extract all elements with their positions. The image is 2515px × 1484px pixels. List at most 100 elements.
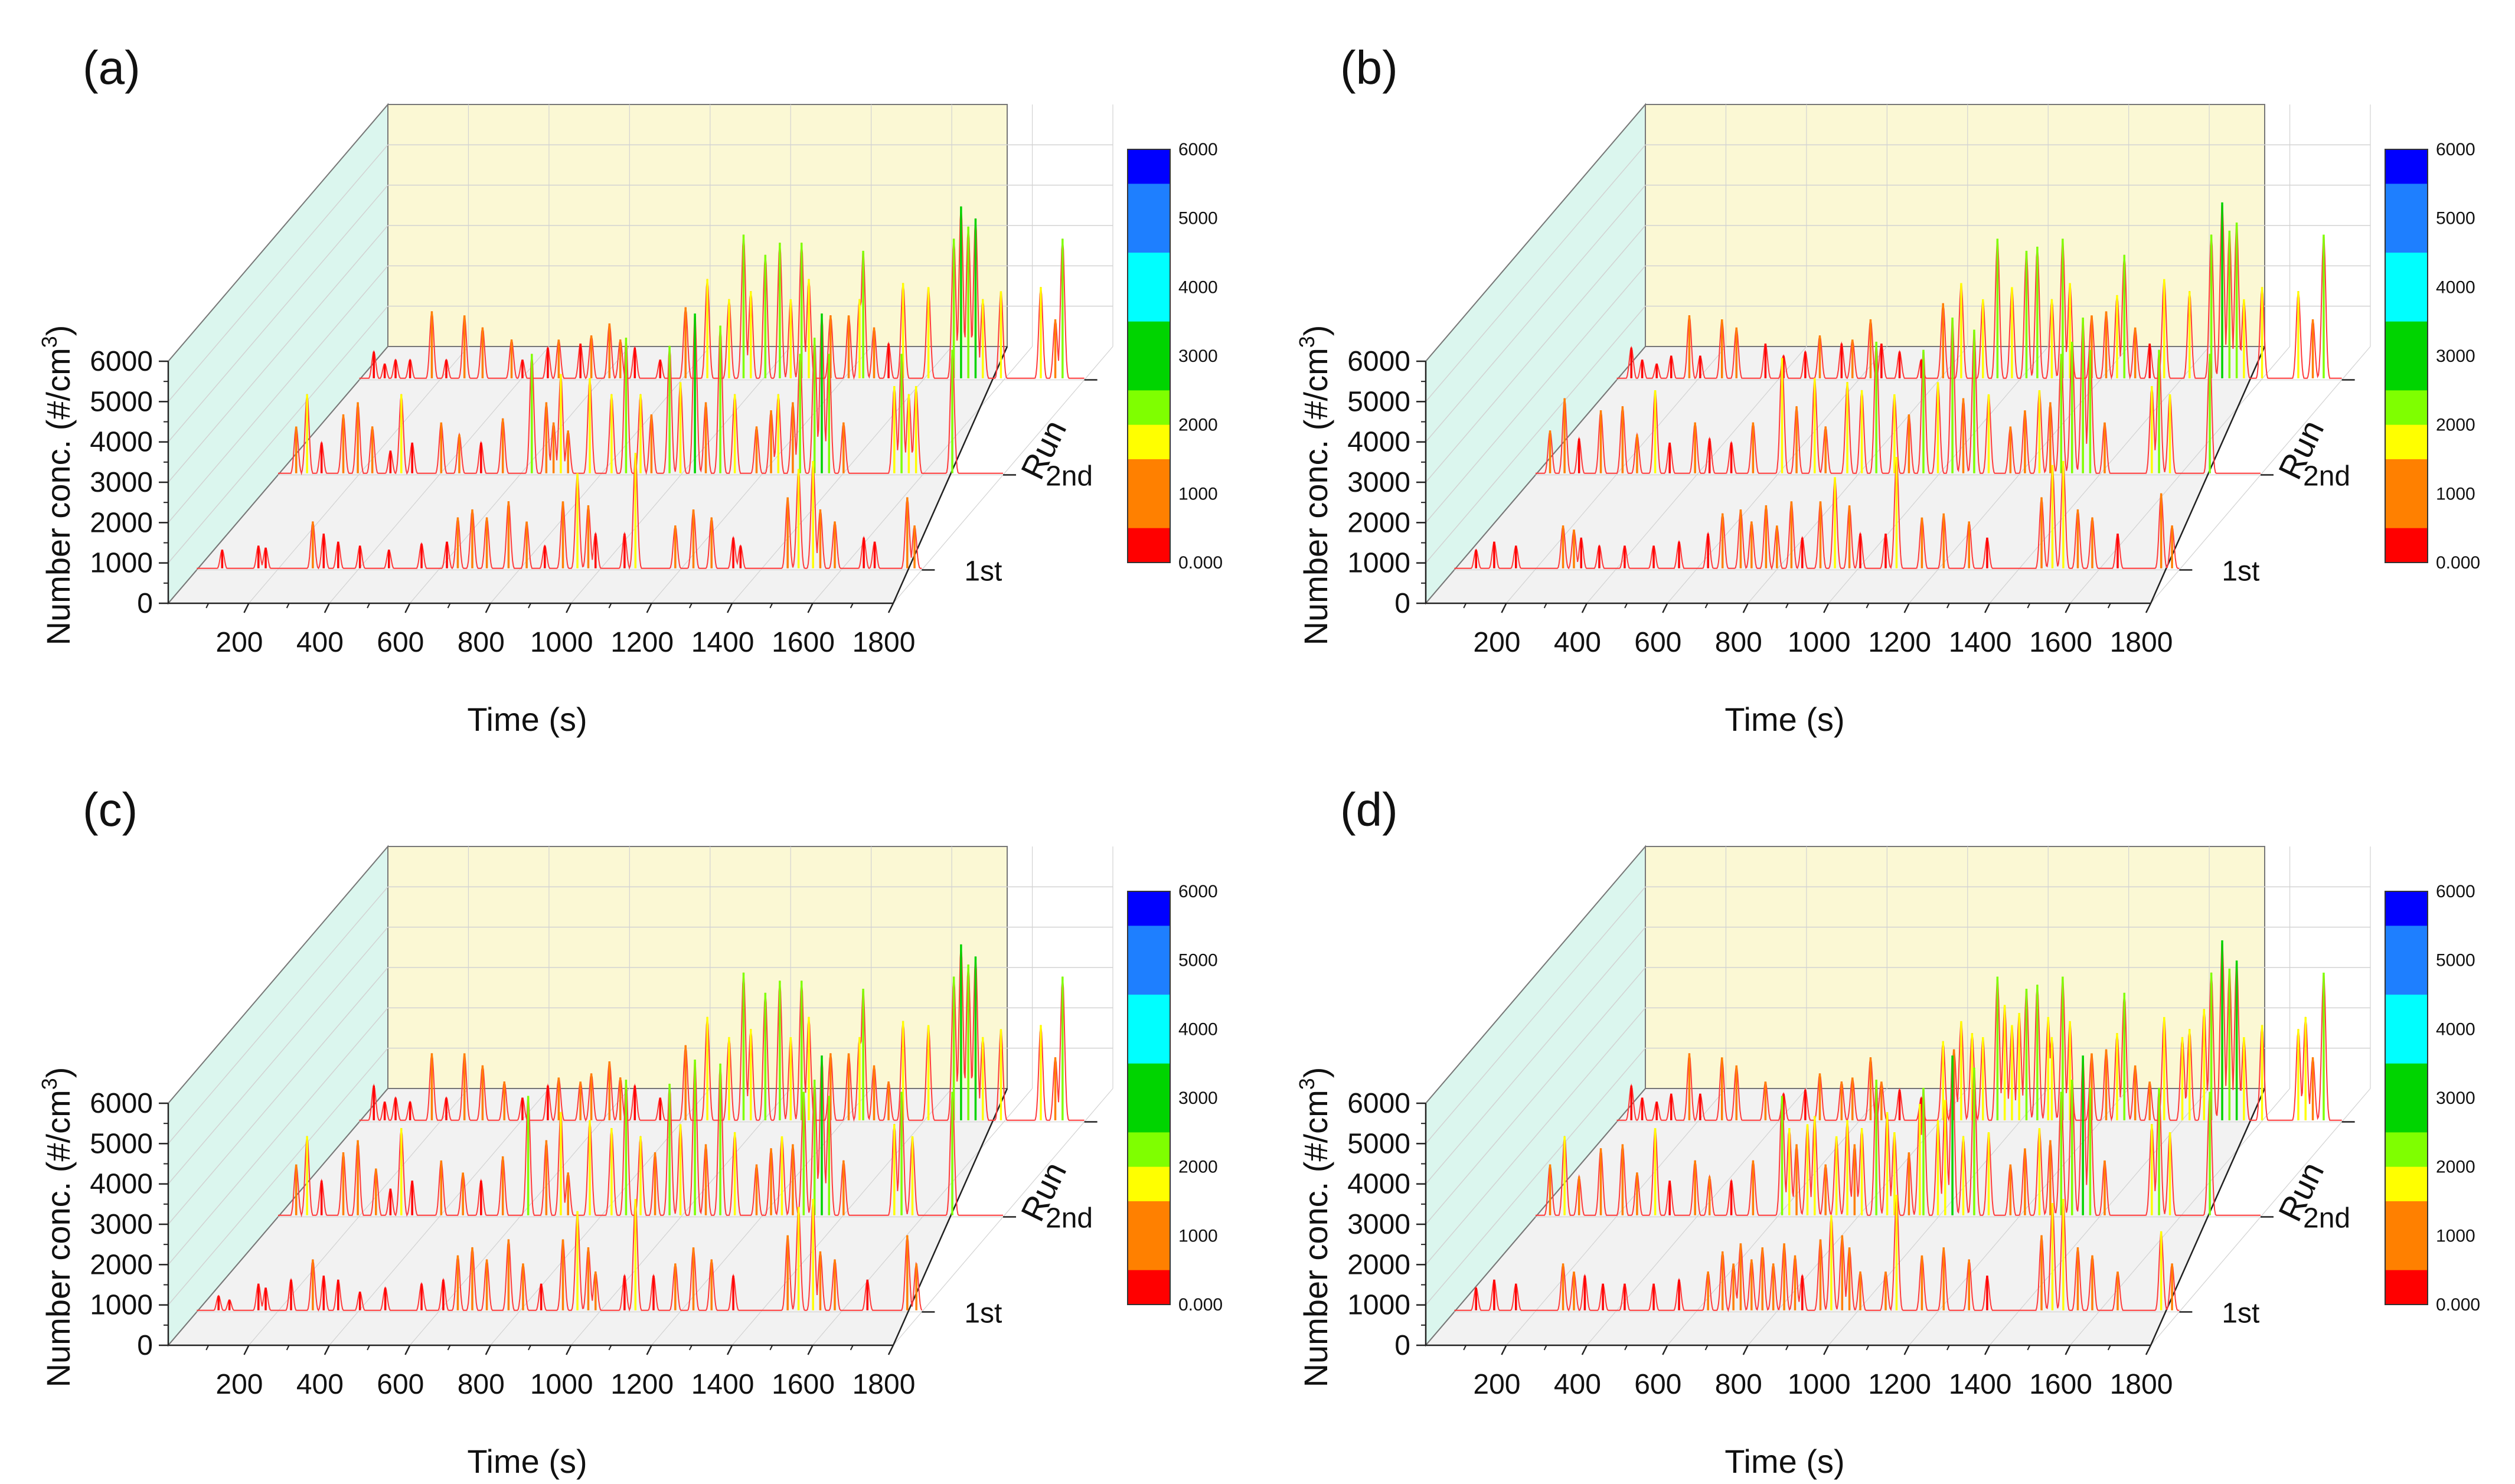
x-tick	[243, 603, 250, 613]
colorbar-swatch	[2385, 459, 2428, 494]
y-tick-label: 1000	[90, 548, 153, 579]
x-minor-tick	[2107, 1345, 2111, 1351]
x-tick	[1742, 1345, 1749, 1355]
x-tick-label: 200	[1473, 627, 1520, 658]
y-tick-label: 1000	[90, 1290, 153, 1321]
side-wall-gridline	[168, 265, 388, 523]
colorbar-label: 4000	[2436, 1019, 2475, 1039]
run-axis-line	[2150, 1088, 2266, 1346]
y-tick-label: 6000	[1347, 346, 1410, 377]
colorbar-swatch	[2385, 149, 2428, 184]
y-axis-title: Number conc. (#/cm3)	[37, 1067, 77, 1388]
x-tick-label: 600	[377, 627, 424, 658]
x-minor-tick	[1866, 1345, 1870, 1351]
x-tick	[887, 603, 894, 613]
colorbar-swatch	[2385, 926, 2428, 961]
x-tick-label: 400	[296, 1369, 344, 1400]
side-wall-gridline	[1425, 967, 1646, 1225]
x-tick-label: 1000	[530, 627, 593, 658]
colorbar-swatch	[2385, 287, 2428, 322]
colorbar-swatch	[2385, 390, 2428, 426]
x-tick-label: 1400	[691, 1369, 754, 1400]
colorbar-frame	[1127, 149, 1171, 563]
colorbar-label: 5000	[2436, 209, 2475, 228]
colorbar-swatch	[1128, 356, 1170, 391]
y-tick-label: 5000	[1347, 1128, 1410, 1159]
colorbar-swatch	[2385, 1029, 2428, 1064]
x-minor-tick	[1704, 1345, 1709, 1351]
side-wall-gridline	[1425, 1007, 1646, 1265]
colorbar-swatch	[2385, 1270, 2428, 1305]
colorbar-swatch	[1128, 926, 1170, 961]
colorbar-label: 6000	[1178, 882, 1218, 901]
x-tick	[324, 603, 331, 613]
x-tick	[2145, 1345, 2152, 1355]
colorbar-label: 0.000	[2436, 1295, 2480, 1315]
series-baseline	[197, 1199, 923, 1312]
series-baseline	[1616, 205, 2342, 380]
side-wall-gridline	[168, 967, 388, 1225]
y-axis-title: Number conc. (#/cm3)	[37, 325, 77, 646]
y-axis-title-end: )	[1297, 325, 1334, 336]
x-tick	[1742, 603, 1749, 613]
x-axis-title: Time (s)	[1724, 701, 1844, 738]
y-tick-label: 3000	[90, 1209, 153, 1240]
x-tick	[1984, 1345, 1991, 1355]
x-tick	[1501, 1345, 1507, 1355]
run-tick-label: 1st	[2222, 1297, 2259, 1329]
series-1st	[1454, 457, 2180, 570]
x-tick	[243, 1345, 250, 1355]
colorbar-swatch	[1128, 424, 1170, 460]
x-tick-label: 1800	[2110, 1369, 2173, 1400]
colorbar-swatch	[2385, 1235, 2428, 1271]
x-minor-tick	[1543, 1345, 1547, 1351]
x-tick	[1581, 603, 1588, 613]
colorbar-label: 2000	[1178, 1158, 1218, 1177]
x-minor-tick	[1866, 603, 1870, 609]
x-tick-label: 1600	[772, 627, 835, 658]
colorbar-label: 3000	[2436, 347, 2475, 366]
x-tick-label: 400	[1554, 1369, 1601, 1400]
colorbar-swatch	[2385, 356, 2428, 391]
x-minor-tick	[286, 603, 290, 609]
colorbar-label: 3000	[1178, 347, 1218, 366]
colorbar-swatch	[2385, 253, 2428, 287]
x-minor-tick	[528, 603, 531, 609]
x-tick	[1903, 1345, 1910, 1355]
y-axis-title-superscript: 3	[1295, 1078, 1319, 1090]
x-minor-tick	[1946, 603, 1950, 609]
colorbar-swatch	[2385, 218, 2428, 253]
colorbar-label: 3000	[1178, 1089, 1218, 1108]
x-tick-label: 1600	[2029, 627, 2092, 658]
x-tick	[1903, 603, 1910, 613]
x-tick	[566, 603, 572, 613]
colorbar-swatch	[1128, 1132, 1170, 1168]
side-wall-gridline	[168, 185, 388, 443]
x-tick-label: 200	[215, 627, 263, 658]
series-3rd	[1616, 202, 2342, 380]
x-minor-tick	[2027, 1345, 2031, 1351]
x-tick-label: 1200	[610, 1369, 674, 1400]
colorbar: 6000 5000 4000 3000 2000 1000 0.000	[1127, 882, 1223, 1315]
y-tick-label: 1000	[1347, 1290, 1410, 1321]
y-tick-label: 3000	[90, 467, 153, 498]
series-3rd	[359, 206, 1085, 380]
x-tick-label: 200	[215, 1369, 263, 1400]
colorbar-swatch	[1128, 528, 1170, 563]
run-tick-label: 1st	[2222, 555, 2259, 587]
x-tick-label: 1200	[1868, 1369, 1931, 1400]
side-wall-gridline	[1425, 265, 1646, 523]
colorbar-swatch	[2385, 321, 2428, 357]
colorbar-swatch	[1128, 960, 1170, 995]
y-axis-title-main: Number conc. (#/cm	[40, 1090, 77, 1387]
y-axis-title-main: Number conc. (#/cm	[40, 348, 77, 645]
y-tick-label: 6000	[90, 1088, 153, 1119]
series-baseline	[1454, 457, 2180, 570]
x-minor-tick	[286, 1345, 290, 1351]
x-tick	[2065, 1345, 2071, 1355]
x-minor-tick	[528, 1345, 531, 1351]
y-tick-label: 5000	[90, 1128, 153, 1159]
series-baseline	[1454, 1195, 2180, 1312]
colorbar-swatch	[2385, 424, 2428, 460]
chart-svg: 0 1000 2000 3000 4000 5000 6000 200 400 600 800 100…	[1295, 783, 2480, 1480]
